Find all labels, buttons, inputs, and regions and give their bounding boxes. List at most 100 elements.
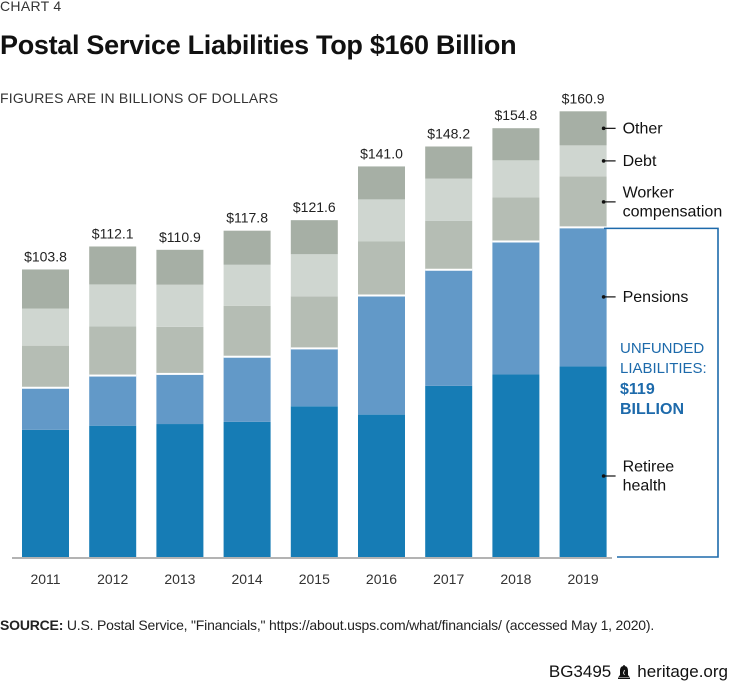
chart-title: Postal Service Liabilities Top $160 Bill… <box>0 30 517 60</box>
legend-label-retiree-health-line2: health <box>623 478 667 495</box>
stacked-bar-chart: 2011 2012 2013 2014 2015 2016 2017 2018 2019 $10… <box>12 90 723 587</box>
bar-segment-retiree-health-2015 <box>290 406 338 557</box>
bar-segment-worker-compensation-2013 <box>156 326 204 374</box>
bar-segment-worker-compensation-2019 <box>559 176 607 228</box>
legend: Other Debt Worker compensation Pensions Retir… <box>601 120 723 495</box>
bar-segment-other-2018 <box>492 128 540 161</box>
bar-segment-other-2016 <box>358 166 405 200</box>
bar-segment-other-2014 <box>223 230 271 265</box>
footer: BG3495 heritage.org <box>549 662 728 682</box>
bar-segment-other-2019 <box>559 111 607 146</box>
funded-separator-2017 <box>425 268 473 271</box>
legend-label-worker-compensation-line1: Worker <box>623 184 675 201</box>
annotation-line2: LIABILITIES: <box>620 360 707 377</box>
funded-separator-2016 <box>358 294 405 297</box>
x-tick-label-2017: 2017 <box>433 571 464 587</box>
bar-segment-worker-compensation-2011 <box>22 345 69 388</box>
bar-segment-pensions-2019 <box>559 227 607 367</box>
total-labels: $103.8 $112.1 $110.9 $117.8 $121.6 $141.0 $148… <box>24 90 605 264</box>
total-label-2014: $117.8 <box>226 210 268 226</box>
bar-segment-debt-2014 <box>223 264 271 306</box>
chart-number: CHART 4 <box>0 0 62 14</box>
bar-segment-pensions-2013 <box>156 373 204 425</box>
bar-segment-retiree-health-2016 <box>358 414 405 557</box>
funded-separator-2011 <box>22 386 69 389</box>
liberty-bell-icon <box>618 664 631 679</box>
bar-segment-pensions-2015 <box>290 348 338 407</box>
x-tick-label-2018: 2018 <box>500 571 531 587</box>
x-tick-label-2014: 2014 <box>232 571 263 587</box>
bar-segment-debt-2018 <box>492 160 540 198</box>
bar-segment-retiree-health-2014 <box>223 421 271 557</box>
bar-segment-pensions-2011 <box>22 387 69 430</box>
bar-segment-pensions-2017 <box>425 269 473 386</box>
site-name: heritage.org <box>637 662 728 681</box>
total-label-2019: $160.9 <box>562 90 605 106</box>
bar-segment-retiree-health-2012 <box>89 425 137 557</box>
bar-segment-retiree-health-2011 <box>22 429 69 557</box>
bar-segment-debt-2016 <box>358 199 405 242</box>
report-code: BG3495 <box>548 662 612 681</box>
x-tick-label-2019: 2019 <box>568 571 599 587</box>
x-tick-label-2013: 2013 <box>164 571 195 587</box>
bars-group <box>22 111 607 557</box>
funded-separator-2013 <box>156 372 204 375</box>
bar-segment-debt-2012 <box>89 284 137 327</box>
legend-label-worker-compensation-line2: compensation <box>623 203 723 220</box>
bar-segment-debt-2015 <box>290 254 338 297</box>
annotation-line1: UNFUNDED <box>620 340 704 357</box>
x-tick-label-2012: 2012 <box>97 571 128 587</box>
bracket-line <box>604 227 719 558</box>
bar-segment-retiree-health-2013 <box>156 424 204 557</box>
x-tick-label-2015: 2015 <box>299 571 330 587</box>
source-note: SOURCE: U.S. Postal Service, "Financials… <box>0 617 654 633</box>
bar-segment-pensions-2012 <box>89 375 137 426</box>
bar-segment-pensions-2016 <box>358 295 405 415</box>
total-label-2012: $112.1 <box>92 225 134 241</box>
bar-segment-retiree-health-2019 <box>559 366 607 557</box>
funded-separator-2019 <box>559 226 607 229</box>
legend-label-other: Other <box>623 120 664 137</box>
bar-segment-other-2017 <box>425 146 473 179</box>
x-tick-label-2011: 2011 <box>30 571 60 587</box>
funded-separator-2012 <box>89 374 137 377</box>
bar-segment-debt-2017 <box>425 178 473 221</box>
annotation-line4: BILLION <box>620 401 684 418</box>
total-label-2013: $110.9 <box>159 229 201 245</box>
x-tick-label-2016: 2016 <box>366 571 397 587</box>
annotation-line3: $119 <box>620 381 655 398</box>
bar-segment-debt-2013 <box>156 284 204 327</box>
legend-label-retiree-health-line1: Retiree <box>623 459 675 476</box>
total-label-2016: $141.0 <box>360 145 403 161</box>
bar-segment-pensions-2014 <box>223 356 271 422</box>
funded-separator-2018 <box>492 240 540 243</box>
bar-segment-retiree-health-2018 <box>492 374 540 557</box>
x-tick-labels: 2011 2012 2013 2014 2015 2016 2017 2018 2019 <box>30 571 598 587</box>
source-text: U.S. Postal Service, "Financials," https… <box>63 617 655 633</box>
bar-segment-debt-2019 <box>559 145 607 177</box>
bar-segment-other-2013 <box>156 249 204 285</box>
unfunded-bracket <box>604 227 719 558</box>
total-label-2011: $103.8 <box>24 248 67 264</box>
bar-segment-worker-compensation-2018 <box>492 197 540 242</box>
funded-separator-2015 <box>290 347 338 350</box>
total-label-2015: $121.6 <box>293 199 336 215</box>
source-label: SOURCE: <box>0 617 64 633</box>
total-label-2017: $148.2 <box>427 125 470 141</box>
legend-label-debt: Debt <box>623 153 657 170</box>
chart-subtitle: FIGURES ARE IN BILLIONS OF DOLLARS <box>0 90 279 106</box>
bar-segment-worker-compensation-2015 <box>290 296 338 349</box>
bar-segment-worker-compensation-2016 <box>358 241 405 296</box>
bar-segment-retiree-health-2017 <box>425 385 473 557</box>
funded-separator-2014 <box>223 355 271 358</box>
bar-segment-worker-compensation-2014 <box>223 305 271 357</box>
bar-segment-pensions-2018 <box>492 241 540 375</box>
bar-segment-debt-2011 <box>22 308 69 346</box>
bar-segment-worker-compensation-2017 <box>425 220 473 270</box>
bar-segment-other-2015 <box>290 220 338 255</box>
total-label-2018: $154.8 <box>494 107 537 123</box>
bar-segment-other-2012 <box>89 246 137 285</box>
bar-segment-worker-compensation-2012 <box>89 326 137 376</box>
unfunded-annotation: UNFUNDED LIABILITIES: $119 BILLION <box>620 340 707 418</box>
legend-label-pensions: Pensions <box>623 289 689 306</box>
